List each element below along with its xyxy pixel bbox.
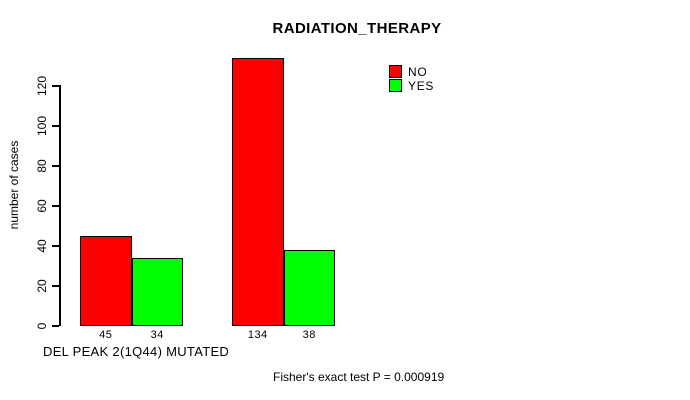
y-tick-label: 80 <box>35 159 49 173</box>
y-tick <box>52 85 59 87</box>
chart-title: RADIATION_THERAPY <box>272 20 442 37</box>
bar-value-label: 134 <box>247 329 268 341</box>
y-tick <box>52 165 59 167</box>
x-axis-label: DEL PEAK 2(1Q44) MUTATED <box>43 344 230 359</box>
y-tick <box>52 325 59 327</box>
bar-value-label: 34 <box>150 329 164 341</box>
y-tick <box>52 285 59 287</box>
y-tick <box>52 205 59 207</box>
bar-yes-group1 <box>131 258 183 326</box>
legend-swatch-yes <box>389 79 402 92</box>
y-tick-label: 60 <box>35 199 49 213</box>
legend-label-yes: YES <box>408 78 435 93</box>
y-axis-label: number of cases <box>7 140 21 230</box>
y-tick <box>52 125 59 127</box>
stat-annotation: Fisher's exact test P = 0.000919 <box>273 370 445 384</box>
legend-label-no: NO <box>408 64 428 79</box>
bar-no-group1 <box>80 236 132 326</box>
y-tick-label: 40 <box>35 239 49 253</box>
legend: NO YES <box>389 65 434 93</box>
y-tick-label: 20 <box>35 279 49 293</box>
bar-yes-group2 <box>283 250 335 326</box>
bar-value-label: 45 <box>99 329 113 341</box>
legend-item-yes: YES <box>389 78 435 93</box>
y-tick-label: 0 <box>35 322 49 330</box>
legend-swatch-no <box>389 65 402 78</box>
legend-item-no: NO <box>389 64 434 79</box>
y-axis-line <box>59 85 61 326</box>
y-tick <box>52 245 59 247</box>
y-tick-label: 120 <box>35 75 49 97</box>
bar-value-label: 38 <box>302 329 316 341</box>
y-tick-label: 100 <box>35 115 49 137</box>
bar-no-group2 <box>232 58 284 326</box>
